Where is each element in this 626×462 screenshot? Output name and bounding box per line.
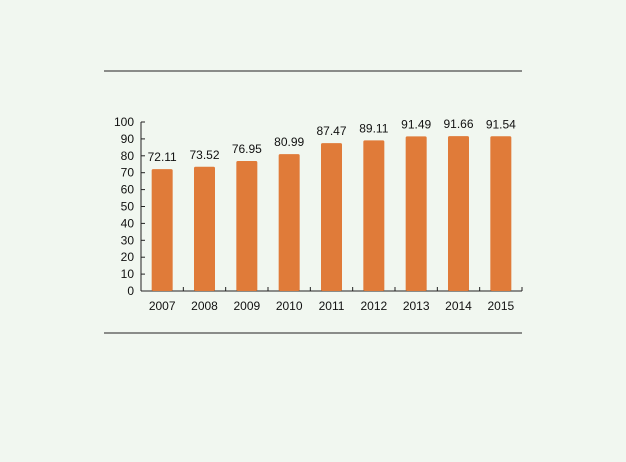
bars: 72.11 73.52 76.95 80.99 87.47 89.11 91.49 91.66…: [148, 117, 516, 291]
y-tick-label: 20: [121, 250, 135, 264]
x-axis: 2007 2008 2009 2010 2011 2012 2013 2014 2015: [141, 287, 523, 313]
data-label: 91.54: [486, 117, 516, 131]
x-tick-label: 2007: [149, 299, 176, 313]
bar-2009: [236, 160, 258, 291]
y-axis: 0 10 20 30 40 50 60 70 80 90 100: [114, 115, 145, 298]
bar-2015: [490, 136, 512, 291]
y-tick-label: 90: [121, 132, 135, 146]
x-tick-label: 2010: [276, 299, 303, 313]
bar-2008: [194, 166, 215, 291]
data-label: 87.47: [316, 124, 346, 138]
data-label: 73.52: [189, 148, 219, 162]
y-tick-label: 0: [127, 284, 134, 298]
y-tick-label: 40: [121, 216, 135, 230]
bar-2011: [321, 143, 342, 291]
x-tick-label: 2008: [191, 299, 218, 313]
bar-2014: [448, 136, 469, 291]
y-tick-label: 10: [121, 267, 135, 281]
data-label: 76.95: [232, 142, 262, 156]
x-tick-label: 2012: [360, 299, 387, 313]
x-tick-label: 2014: [445, 299, 472, 313]
data-label: 72.11: [148, 150, 177, 164]
data-label: 91.66: [443, 117, 473, 131]
data-label: 89.11: [359, 121, 388, 135]
y-tick-label: 80: [121, 149, 135, 163]
x-tick-label: 2011: [319, 299, 345, 313]
bar-2012: [363, 140, 385, 291]
y-tick-label: 30: [121, 233, 135, 247]
data-label: 91.49: [401, 117, 431, 131]
y-tick-label: 60: [121, 183, 135, 197]
x-tick-label: 2015: [487, 299, 514, 313]
y-tick-label: 70: [121, 166, 135, 180]
bar-2007: [151, 169, 173, 291]
bar-2013: [405, 136, 427, 291]
data-label: 80.99: [274, 135, 304, 149]
bar-2010: [278, 154, 300, 291]
x-tick-label: 2009: [233, 299, 260, 313]
x-tick-label: 2013: [403, 299, 430, 313]
y-tick-label: 100: [114, 115, 134, 129]
y-tick-label: 50: [121, 200, 135, 214]
